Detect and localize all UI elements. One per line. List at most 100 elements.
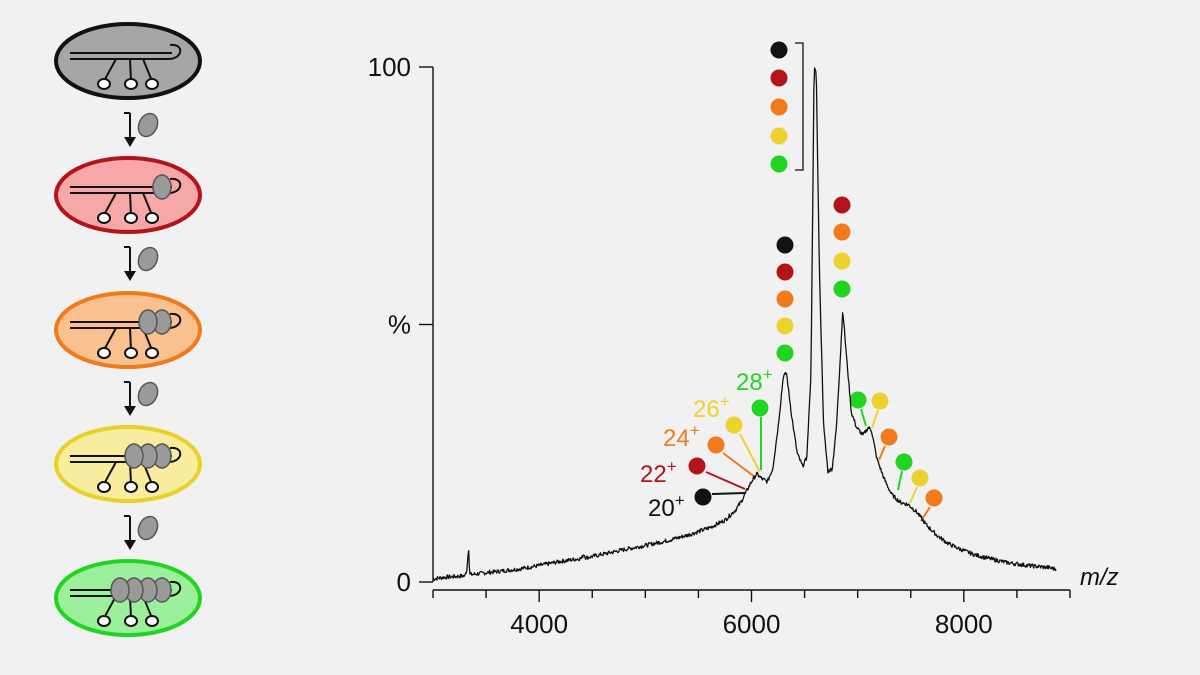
charge-sign: + (675, 491, 685, 510)
green-marker (776, 344, 794, 362)
red-marker (776, 263, 794, 281)
charge-number: 22 (640, 461, 667, 488)
protein-loop (167, 580, 182, 597)
stage-0 (54, 22, 202, 100)
charge-sign: + (763, 365, 773, 384)
leader-line (909, 486, 918, 504)
leader-line (871, 409, 879, 429)
charge-number: 26 (693, 396, 720, 423)
lipid-head (145, 78, 159, 90)
charge-number: 20 (648, 495, 675, 522)
lipid-head (97, 212, 111, 224)
leader-line (705, 471, 746, 490)
lipid-stalk (103, 192, 117, 216)
lipid-head (124, 347, 138, 359)
lipid-head (124, 78, 138, 90)
green-marker (770, 155, 788, 173)
orange-marker (833, 223, 851, 241)
lipid-head (145, 212, 159, 224)
protein-loop (167, 177, 182, 194)
orange-marker (880, 428, 898, 446)
lipid-head (145, 615, 159, 627)
arrow-head (124, 271, 136, 281)
green-marker (895, 453, 913, 471)
bound-ligand (138, 309, 158, 335)
stage-1 (54, 156, 202, 234)
x-tick-label: 8000 (935, 609, 993, 639)
yellow-marker (833, 252, 851, 270)
black-marker (770, 41, 788, 59)
charge-marker (725, 416, 743, 434)
lipid-head (97, 481, 111, 493)
charge-marker (694, 488, 712, 506)
lipid-stalk (103, 327, 117, 351)
charge-number: 24 (663, 425, 690, 452)
x-axis-label: m/z (1080, 564, 1119, 591)
stage-4 (54, 559, 202, 637)
lipid-stalk (103, 461, 117, 485)
bound-ligand (152, 174, 172, 200)
bound-ligand (124, 443, 144, 469)
bracket (795, 42, 804, 171)
red-marker (770, 69, 788, 87)
bound-ligand (110, 577, 130, 603)
binding-arrow (124, 246, 159, 281)
free-ligand (137, 381, 159, 407)
arrow-head (124, 540, 136, 550)
free-ligand (137, 112, 159, 138)
lipid-stalk (142, 192, 153, 216)
lipid-head (124, 481, 138, 493)
lipid-head (97, 78, 111, 90)
orange-marker (770, 98, 788, 116)
binding-scheme (54, 22, 202, 637)
lipid-head (145, 481, 159, 493)
orange-marker (925, 489, 943, 507)
binding-arrow (124, 381, 159, 416)
leader-line (722, 452, 756, 478)
lipid-head (124, 212, 138, 224)
lipid-head (97, 615, 111, 627)
yellow-marker (911, 469, 929, 487)
lipid-stalk (142, 58, 153, 82)
lipid-head (97, 347, 111, 359)
lipid-stalk (129, 327, 132, 351)
axes: 0% 100 4000 6000 8000 (368, 52, 1071, 639)
y-tick-label: 100 (368, 52, 411, 82)
binding-arrow (124, 515, 159, 550)
charge-number: 28 (736, 369, 763, 396)
lipid-stalk (129, 58, 132, 82)
free-ligand (137, 246, 159, 272)
x-tick-label: 6000 (723, 609, 781, 639)
lipid-head (145, 347, 159, 359)
stage-ellipse (54, 22, 202, 100)
lipid-stalk (103, 58, 117, 82)
binding-arrow (124, 112, 159, 147)
protein-loop (167, 312, 182, 329)
protein-loop (167, 446, 182, 463)
green-marker (849, 391, 867, 409)
annotations: 20+22+24+26+28+ (640, 41, 943, 522)
black-marker (776, 236, 794, 254)
stage-2 (54, 291, 202, 369)
y-tick-label: 0 (397, 567, 411, 597)
stage-3 (54, 425, 202, 503)
leader-line (860, 408, 867, 427)
charge-sign: + (690, 421, 700, 440)
charge-marker (707, 436, 725, 454)
red-marker (833, 196, 851, 214)
leader-line (897, 470, 903, 491)
arrow-head (124, 137, 136, 147)
x-tick-label: 4000 (510, 609, 568, 639)
y-tick-label: % (388, 310, 411, 340)
leader-line (878, 445, 886, 461)
protein-body (70, 52, 172, 60)
lipid-head (124, 615, 138, 627)
arrow-head (124, 406, 136, 416)
charge-marker (751, 399, 769, 417)
yellow-marker (776, 317, 794, 335)
orange-marker (776, 290, 794, 308)
protein-loop (167, 43, 182, 60)
spectrum-trace (432, 67, 1057, 581)
